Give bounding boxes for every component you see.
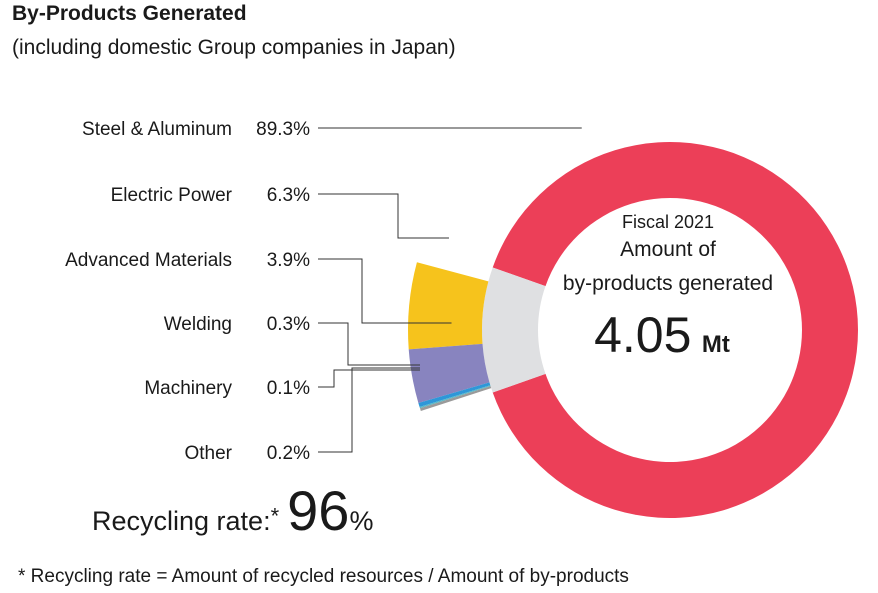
segment-machinery [419,385,491,409]
leader-electric-power [318,193,449,239]
label-electric-power: Electric Power [111,185,233,206]
recycling-rate-label: Recycling rate: [92,506,271,536]
center-total: 4.05 Mt [594,307,730,363]
value-electric-power: 6.3% [267,185,310,206]
segment-welding [418,382,491,407]
center-total-value: 4.05 [594,307,691,363]
label-steel-aluminum: Steel & Aluminum [82,119,232,140]
value-machinery: 0.1% [267,378,310,399]
leader-welding [318,322,420,366]
segment-electric-power [408,262,489,350]
center-amount-label: Amount of [620,238,716,261]
label-advanced-materials: Advanced Materials [65,250,232,271]
label-welding: Welding [164,314,232,335]
recycling-rate: Recycling rate:* 96% [92,478,374,542]
leader-advanced-materials [318,258,452,324]
leader-machinery [318,369,420,388]
leader-other [318,367,420,453]
recycling-rate-unit: % [349,506,374,536]
footnote: * Recycling rate = Amount of recycled re… [18,566,629,587]
label-machinery: Machinery [144,378,232,399]
label-other: Other [184,443,232,464]
chart-subtitle: (including domestic Group companies in J… [12,36,456,59]
segment-other [419,386,492,411]
recycling-rate-value: 96 [287,479,350,542]
recycling-rate-star: * [270,503,280,529]
segment-advanced-materials [408,343,490,403]
segment-breakout-ring [482,267,546,393]
value-welding: 0.3% [267,314,310,335]
segment-steel-aluminum [492,141,859,518]
value-advanced-materials: 3.9% [267,250,310,271]
center-total-unit: Mt [702,331,730,358]
center-fiscal-year: Fiscal 2021 [622,212,714,232]
value-other: 0.2% [267,443,310,464]
center-byproducts-label: by-products generated [563,272,773,295]
chart-title: By-Products Generated [12,2,247,25]
value-steel-aluminum: 89.3% [256,119,310,140]
